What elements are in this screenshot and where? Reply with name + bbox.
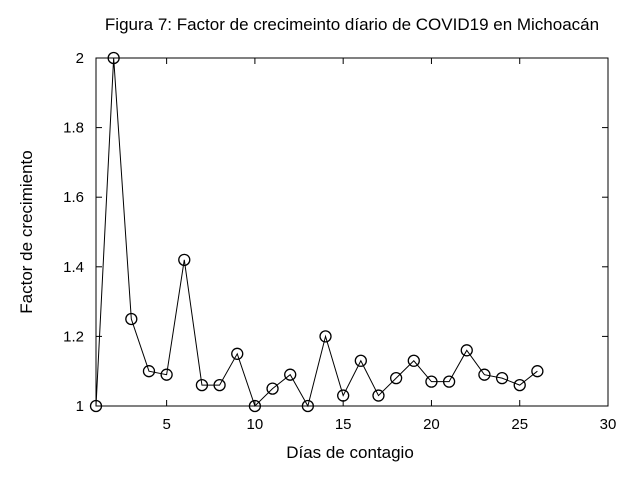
- data-point: [107, 51, 120, 65]
- data-point: [478, 368, 491, 381]
- data-point: [337, 389, 350, 402]
- x-tick-label: 10: [247, 416, 264, 433]
- data-point: [531, 365, 544, 378]
- data-point: [178, 253, 191, 266]
- data-point: [213, 378, 226, 392]
- data-point: [425, 375, 438, 388]
- data-point: [354, 354, 367, 367]
- data-point: [284, 368, 297, 381]
- data-point: [195, 378, 209, 392]
- data-point: [389, 372, 403, 385]
- data-point: [266, 382, 279, 395]
- plot-frame: [95, 57, 609, 407]
- data-point: [89, 399, 103, 413]
- x-tick-label: 15: [335, 416, 352, 433]
- data-points: [89, 51, 544, 413]
- data-point: [407, 354, 420, 367]
- data-point: [248, 399, 262, 413]
- data-point: [125, 312, 138, 326]
- data-point: [442, 375, 456, 388]
- data-point: [231, 347, 244, 360]
- x-tick-label: 25: [511, 416, 528, 433]
- data-point: [301, 399, 315, 413]
- chart-title: Figura 7: Factor de crecimeinto díario d…: [105, 15, 599, 34]
- data-point: [142, 365, 156, 378]
- x-tick-label: 5: [162, 416, 170, 433]
- data-point: [513, 378, 526, 392]
- y-tick-label: 2: [76, 50, 84, 67]
- y-tick-label: 1.2: [63, 328, 84, 345]
- y-tick-label: 1.8: [63, 120, 84, 137]
- axis-ticks: [96, 57, 609, 407]
- data-point: [160, 368, 173, 381]
- x-axis-label: Días de contagio: [286, 443, 414, 462]
- data-point: [495, 372, 509, 385]
- x-tick-label: 30: [600, 416, 617, 433]
- data-point: [460, 344, 473, 357]
- data-point: [319, 330, 332, 343]
- y-tick-label: 1.6: [63, 189, 84, 206]
- x-tick-label: 20: [423, 416, 440, 433]
- y-tick-label: 1: [76, 398, 84, 415]
- y-tick-label: 1.4: [63, 259, 84, 276]
- data-point: [372, 389, 385, 402]
- tick-labels: 5 10 15 20 25 30 1 1.2 1.4 1.6 1.8 2: [63, 50, 616, 433]
- y-axis-label: Factor de crecimiento: [17, 150, 36, 313]
